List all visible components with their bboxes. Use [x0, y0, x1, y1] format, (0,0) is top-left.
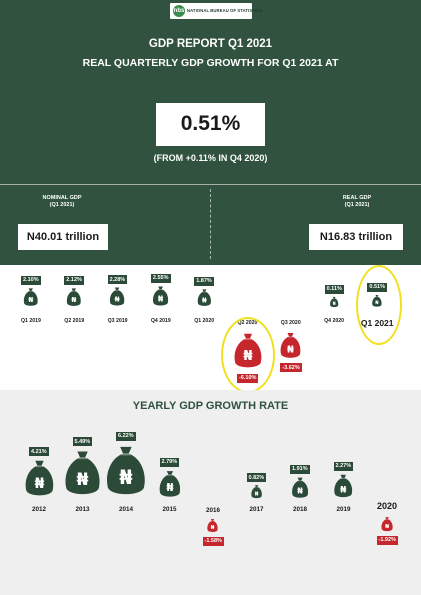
money-bag-icon: ₦ — [25, 460, 53, 496]
highlight-ring — [220, 317, 275, 393]
naira-symbol: ₦ — [158, 294, 164, 303]
growth-badge: 2.10% — [21, 275, 41, 285]
money-bag-icon: ₦ — [153, 286, 169, 306]
divider — [0, 184, 421, 185]
money-bag-icon: ₦ — [334, 474, 353, 498]
page-title: GDP REPORT Q1 2021 — [148, 38, 273, 50]
quarter-label: Q4 2020 — [324, 318, 344, 324]
money-bag-icon: ₦ — [381, 517, 393, 532]
money-bag-icon: ₦ — [251, 485, 262, 499]
growth-badge: 2.27% — [333, 461, 354, 471]
quarter-label: Q2 2019 — [64, 318, 85, 324]
year-label: 2015 — [162, 506, 177, 513]
quarter-label: Q3 2019 — [107, 318, 128, 324]
growth-badge: 1.91% — [290, 464, 310, 474]
real-gdp-period: (Q1 2021) — [344, 202, 370, 208]
growth-badge: -1.58% — [202, 536, 224, 546]
naira-symbol: ₦ — [166, 482, 173, 494]
headline-box: 0.51% — [156, 103, 265, 146]
growth-badge: 1.87% — [194, 276, 214, 286]
growth-badge: 4.21% — [29, 447, 49, 457]
naira-symbol: ₦ — [340, 485, 347, 495]
money-bag-icon: ₦ — [280, 333, 301, 358]
growth-badge: 0.82% — [246, 473, 267, 483]
growth-badge: 2.55% — [150, 273, 171, 283]
growth-badge: 2.12% — [64, 275, 84, 285]
growth-badge: -3.62% — [280, 363, 302, 373]
nominal-gdp-period: (Q1 2021) — [49, 202, 75, 208]
naira-symbol: ₦ — [202, 296, 207, 304]
naira-symbol: ₦ — [385, 524, 389, 530]
logo-text: NATIONAL BUREAU OF STATISTICS — [187, 8, 263, 13]
growth-badge: 5.49% — [72, 437, 93, 447]
growth-badge: 6.22% — [116, 431, 136, 441]
naira-symbol: ₦ — [119, 466, 132, 489]
year-label: 2012 — [32, 506, 47, 513]
year-label: 2014 — [119, 506, 134, 513]
naira-symbol: ₦ — [29, 295, 34, 304]
real-gdp-label: REAL GDP (Q1 2021) — [317, 195, 397, 209]
naira-symbol: ₦ — [333, 300, 336, 305]
quarter-label: Q3 2020 — [280, 320, 301, 326]
real-gdp-title: REAL GDP — [342, 195, 372, 201]
money-bag-icon: ₦ — [197, 289, 211, 306]
money-bag-icon: ₦ — [159, 471, 180, 497]
nominal-gdp-title: NOMINAL GDP — [42, 195, 82, 201]
page-subtitle: REAL QUARTERLY GDP GROWTH FOR Q1 2021 AT — [82, 57, 339, 69]
naira-symbol: ₦ — [297, 485, 303, 495]
naira-symbol: ₦ — [34, 476, 44, 492]
money-bag-icon: ₦ — [329, 296, 339, 307]
naira-symbol: ₦ — [72, 295, 77, 304]
quarter-label: Q4 2019 — [150, 318, 171, 324]
nominal-gdp-value: N40.01 trillion — [18, 224, 108, 250]
year-label: 2020 — [377, 501, 398, 511]
growth-badge: -1.92% — [376, 535, 398, 545]
year-label: 2018 — [293, 506, 308, 513]
money-bag-icon: ₦ — [291, 477, 308, 498]
money-bag-icon: ₦ — [110, 287, 125, 306]
money-bag-icon: ₦ — [24, 288, 38, 306]
naira-symbol: ₦ — [211, 525, 215, 531]
headline-value: 0.51% — [180, 112, 241, 135]
growth-badge: 2.79% — [159, 457, 180, 467]
naira-symbol: ₦ — [287, 345, 294, 356]
money-bag-icon: ₦ — [65, 451, 100, 495]
growth-badge: 2.28% — [107, 275, 128, 285]
growth-badge: 0.11% — [324, 284, 344, 294]
nominal-gdp-label: NOMINAL GDP (Q1 2021) — [22, 195, 102, 209]
quarter-label: Q1 2020 — [194, 318, 215, 324]
naira-symbol: ₦ — [76, 470, 88, 490]
naira-symbol: ₦ — [255, 491, 259, 497]
year-label: 2017 — [249, 506, 264, 513]
year-label: 2019 — [336, 506, 351, 513]
money-bag-icon: ₦ — [207, 519, 219, 532]
highlight-ring — [356, 265, 403, 345]
money-bag-icon: ₦ — [67, 288, 82, 306]
money-bag-icon: ₦ — [107, 446, 145, 494]
real-gdp-value: N16.83 trillion — [309, 224, 403, 250]
yearly-title: YEARLY GDP GROWTH RATE — [132, 400, 289, 412]
year-label: 2016 — [206, 507, 221, 514]
naira-symbol: ₦ — [115, 295, 120, 304]
logo: nbs NATIONAL BUREAU OF STATISTICS — [170, 3, 262, 19]
year-label: 2013 — [75, 506, 90, 513]
vertical-divider — [210, 189, 211, 259]
logo-mark: nbs — [173, 5, 185, 17]
headline-note: (FROM +0.11% IN Q4 2020) — [153, 153, 268, 163]
quarter-label: Q1 2019 — [21, 318, 41, 324]
